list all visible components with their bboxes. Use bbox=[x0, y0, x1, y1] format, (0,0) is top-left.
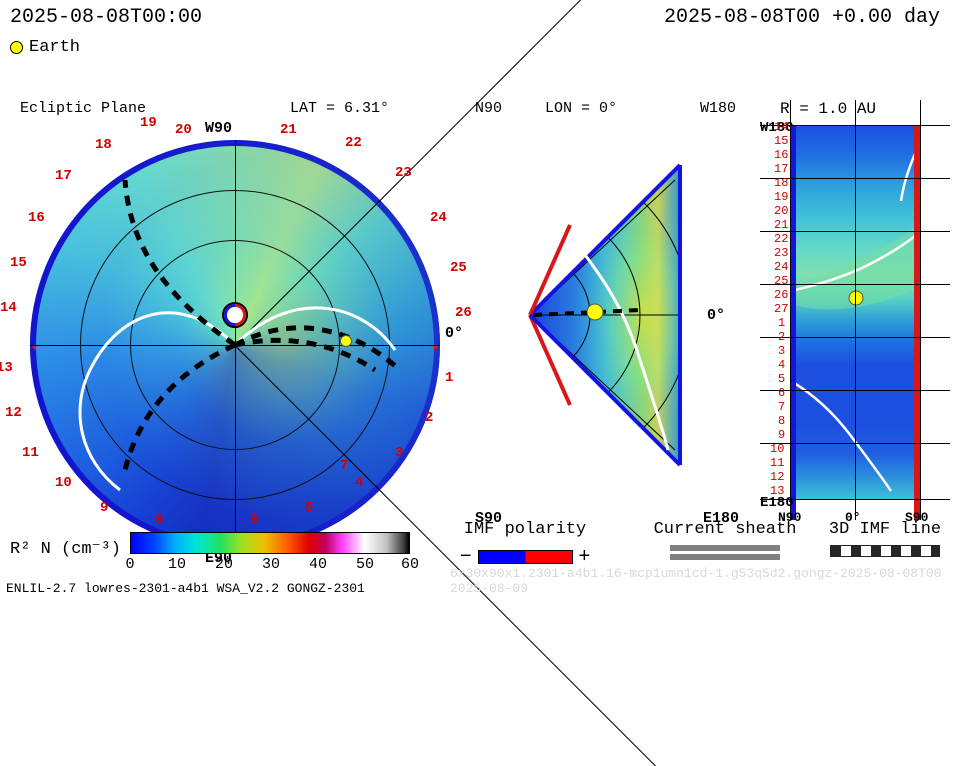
ecliptic-num-17: 17 bbox=[55, 168, 72, 184]
ecliptic-num-18: 18 bbox=[95, 137, 112, 153]
ecliptic-num-9: 9 bbox=[100, 500, 108, 516]
panels-container: Ecliptic Plane LAT = 6.31° bbox=[0, 90, 960, 515]
ecliptic-num-7: 7 bbox=[340, 458, 348, 474]
current-sheath-bar-2 bbox=[670, 554, 780, 560]
ecliptic-plane-panel: Ecliptic Plane LAT = 6.31° bbox=[10, 100, 460, 530]
meridional-wedge-svg bbox=[475, 100, 725, 530]
ecliptic-num-13: 13 bbox=[0, 360, 13, 376]
ecliptic-center-node bbox=[222, 302, 248, 328]
earth-legend-dot bbox=[10, 41, 23, 54]
lat-radius-bottomleft: E180 bbox=[760, 495, 794, 511]
colorbar-tick-4: 40 bbox=[309, 556, 327, 573]
ecliptic-num-26: 26 bbox=[455, 305, 472, 321]
ecliptic-num-12: 12 bbox=[5, 405, 22, 421]
root-container: 2025-08-08T00:00 2025-08-08T00 +0.00 day… bbox=[0, 0, 960, 600]
meridional-title-left: N90 bbox=[475, 100, 502, 117]
earth-legend: Earth bbox=[10, 38, 80, 57]
colorbar-ticks: 0 10 20 30 40 50 60 bbox=[130, 556, 410, 576]
ecliptic-num-16: 16 bbox=[28, 210, 45, 226]
ecliptic-lat-label: LAT = 6.31° bbox=[290, 100, 389, 117]
ecliptic-num-21: 21 bbox=[280, 122, 297, 138]
center-node-inner bbox=[227, 307, 242, 322]
colorbar-tick-2: 20 bbox=[215, 556, 233, 573]
current-sheath-bars bbox=[670, 545, 780, 560]
footer-watermark: 6x30x90x1.2301-a4b1.16-mcp1umn1cd-1.g53q… bbox=[450, 566, 960, 596]
ecliptic-num-19: 19 bbox=[140, 115, 157, 131]
colorbar-tick-0: 0 bbox=[125, 556, 134, 573]
header-date-left: 2025-08-08T00:00 bbox=[10, 6, 202, 29]
lat-radius-title: R = 1.0 AU bbox=[780, 100, 876, 118]
ecliptic-num-24: 24 bbox=[430, 210, 447, 226]
colorbar-tick-3: 30 bbox=[262, 556, 280, 573]
ecliptic-num-10: 10 bbox=[55, 475, 72, 491]
colorbar-label: R² N (cm⁻³) bbox=[10, 538, 121, 559]
ecliptic-earth-marker[interactable] bbox=[340, 335, 352, 347]
current-sheath-legend: Current sheath bbox=[650, 520, 800, 563]
imf-polarity-legend: IMF polarity − + bbox=[450, 520, 600, 568]
current-sheath-title: Current sheath bbox=[650, 520, 800, 539]
meridional-title-right: W180 bbox=[700, 100, 736, 117]
imf-line-sample bbox=[830, 545, 940, 557]
meridional-right-label: 0° bbox=[707, 307, 725, 324]
ecliptic-num-23: 23 bbox=[395, 165, 412, 181]
ecliptic-num-20: 20 bbox=[175, 122, 192, 138]
ecliptic-num-11: 11 bbox=[22, 445, 39, 461]
ecliptic-num-22: 22 bbox=[345, 135, 362, 151]
imf-line-legend: 3D IMF line bbox=[810, 520, 960, 557]
ecliptic-num-3: 3 bbox=[395, 445, 403, 461]
earth-legend-label: Earth bbox=[29, 38, 80, 57]
imf-polarity-title: IMF polarity bbox=[450, 520, 600, 539]
colorbar-tick-5: 50 bbox=[356, 556, 374, 573]
ecliptic-num-4: 4 bbox=[355, 475, 363, 491]
meridional-panel: N90 LON = 0° W180 bbox=[475, 100, 725, 530]
meridional-title-mid: LON = 0° bbox=[545, 100, 617, 117]
ecliptic-num-14: 14 bbox=[0, 300, 17, 316]
ecliptic-crosshair bbox=[30, 140, 440, 550]
footer-model-info: ENLIL-2.7 lowres-2301-a4b1 WSA_V2.2 GONG… bbox=[6, 581, 365, 596]
ecliptic-num-25: 25 bbox=[450, 260, 467, 276]
ecliptic-right-label: 0° bbox=[445, 325, 463, 342]
ecliptic-num-15: 15 bbox=[10, 255, 27, 271]
ecliptic-num-2: 2 bbox=[425, 410, 433, 426]
colorbar-tick-6: 60 bbox=[401, 556, 419, 573]
imf-minus-sign: − bbox=[460, 545, 472, 568]
imf-line-title: 3D IMF line bbox=[810, 520, 960, 539]
latitude-radius-panel: R = 1.0 AU W180 bbox=[760, 100, 950, 520]
ecliptic-title: Ecliptic Plane bbox=[20, 100, 146, 117]
ecliptic-cardinal-top: W90 bbox=[205, 120, 232, 137]
ecliptic-num-5: 5 bbox=[305, 500, 313, 516]
imf-polarity-bar: − + bbox=[450, 545, 600, 568]
header-date-right: 2025-08-08T00 +0.00 day bbox=[664, 6, 940, 29]
colorbar-tick-1: 10 bbox=[168, 556, 186, 573]
imf-plus-sign: + bbox=[579, 545, 591, 568]
imf-polarity-gradient bbox=[478, 550, 573, 564]
ecliptic-num-1: 1 bbox=[445, 370, 453, 386]
current-sheath-bar-1 bbox=[670, 545, 780, 551]
colorbar-gradient bbox=[130, 532, 410, 554]
